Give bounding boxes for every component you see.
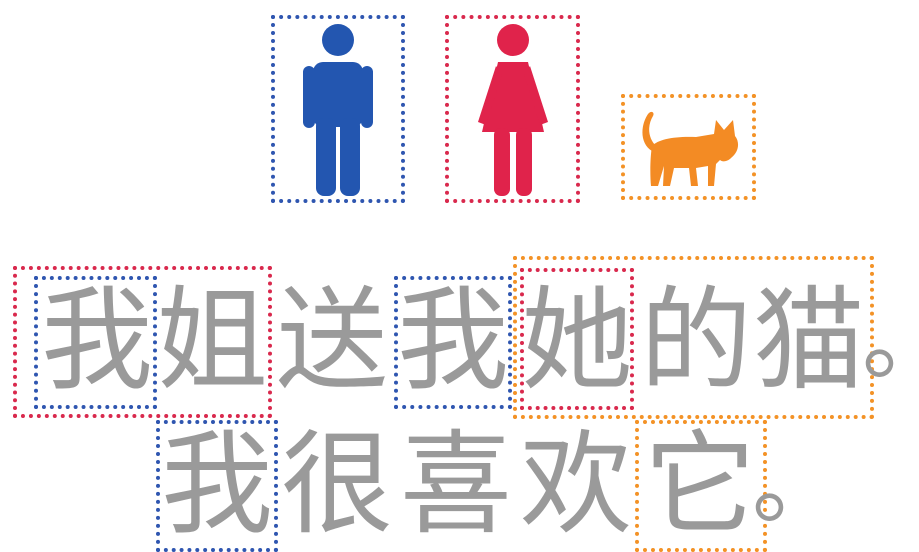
woman-icon xyxy=(477,23,548,196)
cat-icon xyxy=(641,111,738,186)
sentence-2-char: 它 xyxy=(644,420,756,550)
sentence-1-char: 姐 xyxy=(156,276,268,406)
char-box-ta xyxy=(520,268,634,410)
phrase-box-her-cat xyxy=(513,256,874,419)
char-box-wo-2 xyxy=(394,276,512,409)
woman-icon-box xyxy=(445,15,580,203)
char-box-wo-1 xyxy=(34,276,157,409)
man-icon xyxy=(303,23,373,196)
man-icon-box xyxy=(271,15,405,203)
sentence-2-char: 喜 xyxy=(400,420,512,550)
sentence-1-char: 的 xyxy=(640,276,752,406)
sentence-1-char: 她 xyxy=(521,276,633,406)
sentence-1-char: 我 xyxy=(41,276,153,406)
sentence-1-char: 我 xyxy=(397,276,509,406)
phrase-box-my-sister xyxy=(13,266,272,418)
icon-row xyxy=(0,0,919,210)
char-box-wo-3 xyxy=(156,420,278,552)
sentence-2-period: 。 xyxy=(752,432,842,537)
sentence-1-char: 送 xyxy=(276,276,388,406)
sentence-1-char: 猫 xyxy=(753,276,865,406)
cat-icon-box xyxy=(621,94,756,200)
sentence-2-char: 欢 xyxy=(520,420,632,550)
sentence-1-period: 。 xyxy=(862,282,919,400)
sentence-2-char: 很 xyxy=(281,420,393,550)
sentence-2-char: 我 xyxy=(161,420,273,550)
char-box-ta-it xyxy=(635,420,767,552)
